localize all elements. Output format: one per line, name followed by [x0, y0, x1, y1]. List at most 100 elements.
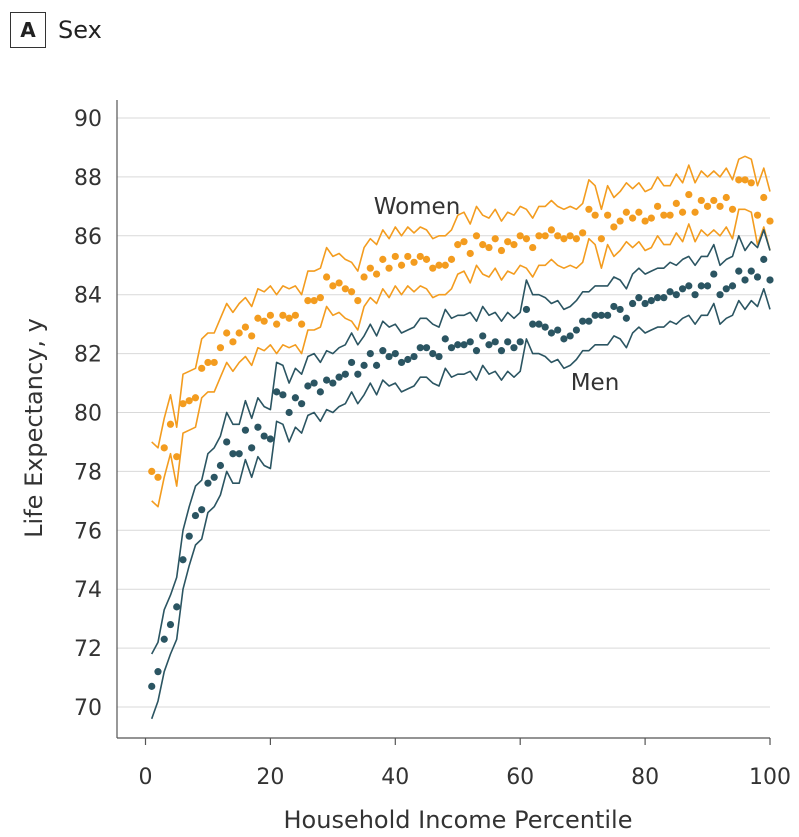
women-data-point	[347, 288, 356, 296]
women-data-point	[516, 232, 524, 240]
men-data-point	[629, 299, 637, 308]
men-ci-lower-line	[150, 287, 771, 720]
men-data-point	[535, 320, 543, 328]
x-tick-label: 40	[381, 765, 409, 790]
women-data-point	[285, 314, 293, 322]
men-data-point	[541, 323, 549, 331]
women-data-point	[210, 358, 218, 367]
women-data-point	[685, 190, 693, 199]
women-data-point	[397, 261, 406, 269]
women-data-point	[616, 217, 624, 225]
women-data-point	[279, 311, 287, 319]
women-data-point	[504, 238, 512, 246]
men-data-point	[148, 682, 156, 690]
men-data-point	[566, 332, 574, 340]
y-tick-label: 74	[74, 578, 102, 603]
men-data-point	[372, 361, 381, 369]
women-data-point	[572, 235, 581, 243]
men-data-point	[366, 350, 374, 358]
women-data-point	[185, 397, 193, 405]
men-data-point	[241, 426, 250, 434]
men-data-point	[229, 450, 237, 458]
women-data-point	[635, 208, 643, 216]
women-data-point	[766, 217, 774, 225]
women-data-point	[266, 311, 274, 319]
men-data-point	[304, 382, 312, 390]
women-data-point	[579, 229, 587, 237]
men-data-point	[547, 329, 556, 337]
men-data-point	[616, 305, 624, 314]
y-tick-label: 90	[74, 107, 102, 132]
women-data-point	[560, 235, 568, 243]
women-data-point	[323, 273, 331, 281]
x-tick-label: 80	[631, 765, 659, 790]
women-data-point	[716, 202, 724, 210]
women-data-point	[191, 394, 200, 402]
men-data-point	[347, 358, 356, 367]
women-data-point	[535, 232, 543, 240]
men-data-point	[753, 273, 762, 281]
men-data-point	[554, 326, 562, 334]
y-tick-label: 72	[74, 637, 102, 662]
men-data-point	[604, 311, 612, 319]
men-data-point	[379, 347, 387, 355]
men-data-point	[454, 341, 462, 349]
men-data-point	[572, 326, 581, 334]
men-data-point	[279, 391, 287, 399]
men-data-point	[285, 408, 293, 417]
men-data-point	[697, 282, 705, 290]
men-data-point	[429, 350, 437, 358]
men-data-point	[416, 344, 424, 352]
men-data-point	[310, 379, 318, 387]
men-data-point	[485, 341, 493, 349]
women-data-point	[735, 176, 743, 184]
women-data-point	[148, 467, 156, 475]
men-data-point	[716, 291, 724, 299]
women-data-point	[529, 243, 537, 252]
women-data-point	[416, 252, 424, 261]
x-tick-label: 0	[139, 765, 153, 790]
women-data-point	[335, 279, 343, 287]
men-data-point	[204, 479, 212, 487]
men-data-point	[254, 423, 262, 431]
men-data-point	[522, 305, 531, 314]
women-data-point	[629, 214, 637, 222]
women-data-point	[216, 344, 225, 352]
men-data-point	[160, 635, 168, 643]
men-data-point	[198, 506, 206, 514]
women-data-point	[304, 296, 312, 305]
men-data-point	[647, 296, 655, 305]
women-data-point	[316, 294, 324, 302]
men-data-point	[266, 435, 274, 443]
men-data-point	[335, 373, 343, 381]
men-data-point	[216, 461, 225, 470]
men-data-point	[435, 352, 443, 361]
men-data-point	[323, 376, 331, 384]
women-data-point	[479, 241, 487, 249]
men-data-point	[685, 282, 693, 290]
men-data-point	[179, 556, 187, 564]
women-data-point	[722, 193, 730, 202]
women-data-point	[454, 241, 462, 249]
women-data-point	[741, 176, 749, 184]
men-ci-upper-line	[150, 229, 771, 655]
panel-letter-badge: A	[10, 12, 46, 48]
women-data-point	[291, 311, 299, 319]
women-data-point	[641, 217, 649, 225]
women-data-point	[554, 232, 562, 240]
men-data-point	[597, 311, 605, 319]
women-data-point	[466, 249, 474, 258]
women-ci-lower-line	[151, 208, 771, 508]
women-data-point	[273, 320, 281, 328]
men-data-point	[354, 370, 362, 378]
men-data-point	[747, 267, 755, 275]
women-data-point	[660, 211, 668, 219]
men-data-point	[422, 344, 431, 352]
women-data-point	[460, 238, 468, 246]
women-data-point	[235, 329, 243, 337]
women-data-point	[610, 223, 618, 231]
women-data-point	[666, 211, 674, 219]
women-data-point	[354, 296, 362, 305]
men-data-point	[391, 350, 399, 358]
women-data-point	[223, 329, 231, 337]
